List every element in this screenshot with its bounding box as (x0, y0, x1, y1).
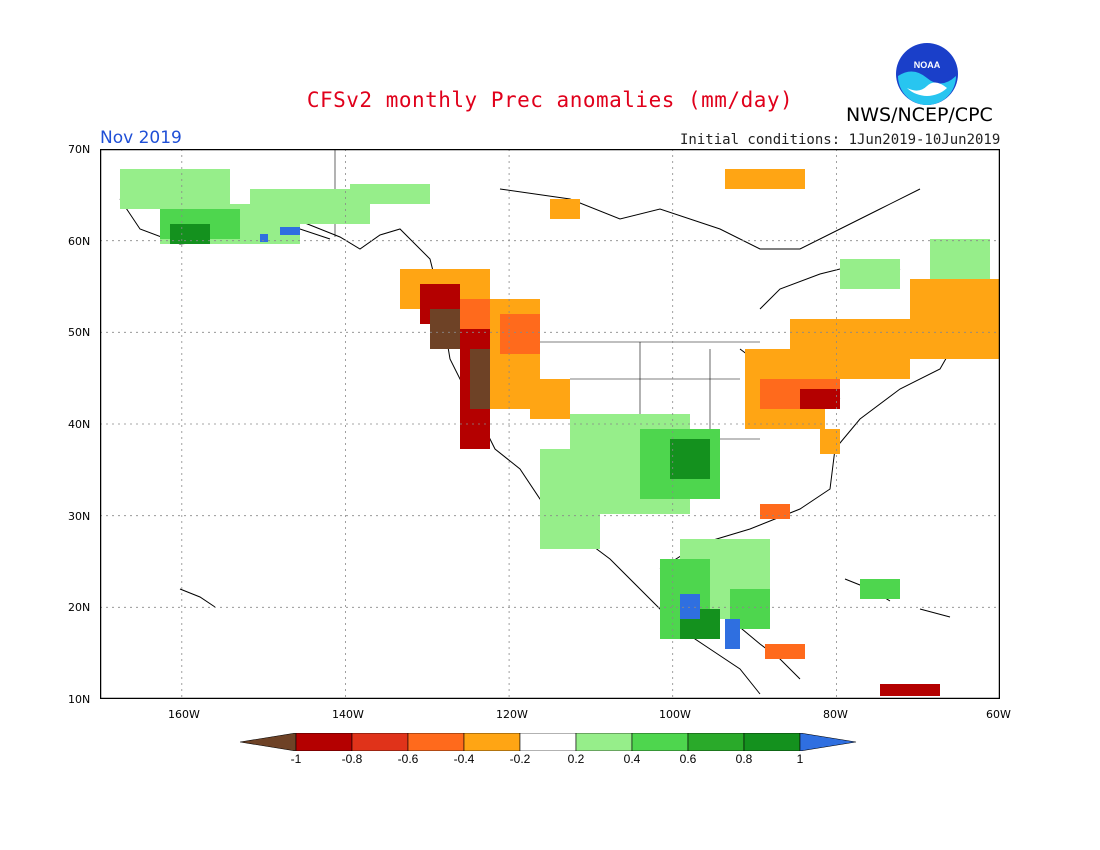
lat-label: 20N (68, 601, 91, 614)
lat-label: 70N (68, 143, 91, 156)
lat-label: 10N (68, 693, 91, 706)
lat-label: 50N (68, 326, 91, 339)
lon-label: 160W (168, 708, 200, 721)
colorbar-segment (295, 733, 353, 751)
colorbar-segment (519, 733, 577, 751)
colorbar-segment (351, 733, 409, 751)
chart-title: CFSv2 monthly Prec anomalies (mm/day) (306, 88, 794, 112)
map-frame (100, 149, 1000, 699)
colorbar-label: 0.6 (679, 752, 697, 766)
logo-text: NOAA (914, 60, 941, 70)
anomaly-shading (120, 169, 1000, 696)
colorbar-segment (687, 733, 745, 751)
colorbar-segment (631, 733, 689, 751)
colorbar-label: 0.8 (735, 752, 753, 766)
colorbar-label: 1 (796, 752, 804, 766)
colorbar-segment (240, 733, 297, 751)
lon-label: 80W (823, 708, 848, 721)
agency-label: NWS/NCEP/CPC (846, 104, 993, 126)
colorbar-label: -0.8 (341, 752, 363, 766)
forecast-month: Nov 2019 (100, 128, 182, 148)
colorbar-segment (799, 733, 857, 751)
colorbar-segment (743, 733, 801, 751)
colorbar-label: -1 (290, 752, 302, 766)
lon-label: 140W (332, 708, 364, 721)
colorbar-segment (463, 733, 521, 751)
colorbar-label: -0.4 (453, 752, 475, 766)
colorbar-label: 0.2 (567, 752, 585, 766)
colorbar-segment (407, 733, 465, 751)
colorbar-label: -0.2 (509, 752, 531, 766)
initial-conditions: Initial conditions: 1Jun2019-10Jun2019 (680, 132, 1001, 148)
colorbar-segment (575, 733, 633, 751)
precip-anomaly-map (100, 149, 1000, 699)
colorbar-label: 0.4 (623, 752, 641, 766)
colorbar (240, 733, 857, 751)
lon-label: 60W (986, 708, 1011, 721)
lat-label: 40N (68, 418, 91, 431)
noaa-logo: NOAA (896, 43, 958, 105)
lon-label: 120W (496, 708, 528, 721)
colorbar-label: -0.6 (397, 752, 419, 766)
lat-label: 60N (68, 235, 91, 248)
lat-label: 30N (68, 510, 91, 523)
lon-label: 100W (659, 708, 691, 721)
graticule (100, 149, 1000, 699)
